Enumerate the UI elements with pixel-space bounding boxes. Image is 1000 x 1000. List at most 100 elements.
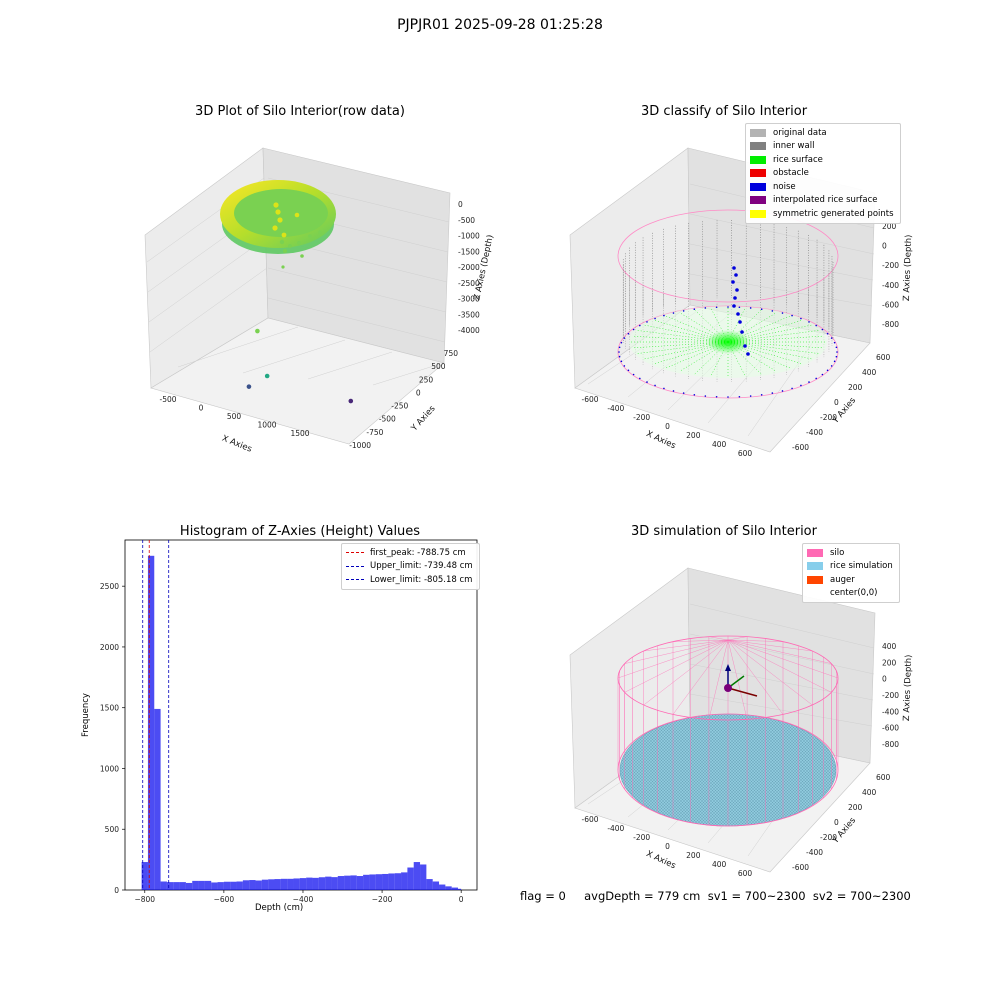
tick-label: -2000 (458, 263, 480, 272)
tick-label: -600 (792, 443, 809, 452)
silo-roof-line (672, 639, 729, 715)
noise-point (693, 308, 696, 311)
legend-item: original data (750, 126, 894, 140)
noise-point (808, 321, 810, 323)
outlier-point (255, 328, 260, 334)
noise-point (704, 395, 707, 397)
noise-point (627, 332, 630, 335)
legend-item: auger (807, 573, 893, 587)
panel2-legend: original data inner wall rice surface ob… (745, 123, 901, 224)
noise-point (627, 369, 630, 372)
hist-bar (223, 881, 231, 890)
hist-bar (318, 877, 326, 890)
tick-label: -400 (806, 428, 823, 437)
noise-point (663, 314, 665, 317)
tick-label: 600 (738, 869, 753, 878)
tick-label: -200 (820, 413, 837, 422)
legend-swatch (750, 142, 766, 151)
legend-item: Upper_limit: -739.48 cm (346, 560, 473, 574)
tick-label: 0 (459, 895, 464, 904)
noise-point (623, 365, 626, 367)
hist-bar (147, 555, 155, 890)
noise-point (682, 310, 685, 312)
noise-point (663, 387, 665, 390)
noise-point (693, 393, 696, 396)
hist-bar (331, 877, 338, 890)
silo-roof-line (643, 639, 729, 652)
silo-roof-line (727, 639, 839, 679)
hist-y-ticks: 0 500 1000 1500 2000 2500 (100, 582, 125, 895)
tick-label: 0 (665, 842, 670, 851)
status-footer: flag = 0 avgDepth = 779 cm sv1 = 700~230… (520, 889, 911, 903)
legend-item: inner wall (750, 140, 894, 154)
noise-point (800, 384, 802, 387)
noise-point (826, 369, 829, 372)
noise-point (771, 310, 774, 312)
noise-point (746, 352, 750, 356)
noise-point (808, 381, 810, 383)
tick-label: 600 (876, 773, 891, 782)
hist-bar (204, 880, 212, 890)
hist-bar (432, 881, 440, 890)
outlier-point (348, 398, 354, 404)
noise-point (672, 312, 675, 314)
hist-bar (363, 874, 370, 890)
tick-label: 250 (419, 375, 434, 384)
panel1-outliers (246, 328, 354, 404)
hist-bar (350, 875, 357, 890)
x-axis-label: X Axies (220, 434, 253, 455)
hist-bar (242, 880, 250, 890)
hist-bar (369, 874, 376, 890)
noise-point (781, 312, 784, 314)
rice-surface-ray (643, 341, 729, 360)
legend-swatch (750, 209, 766, 218)
tick-label: 0 (416, 388, 421, 397)
tick-label: -600 (882, 300, 899, 309)
noise-point (639, 324, 641, 327)
hist-bar (420, 864, 427, 890)
noise-point (830, 365, 833, 367)
panel2-title: 3D classify of Silo Interior (640, 104, 808, 119)
hist-bar (198, 880, 205, 890)
tick-label: 0 (199, 404, 204, 413)
legend-line (346, 552, 364, 554)
panel4-title: 3D simulation of Silo Interior (631, 524, 817, 539)
hist-bar (261, 879, 269, 890)
silo-roof-line (708, 639, 729, 720)
noise-point (632, 373, 635, 376)
z-axis-label: Z Axies (Depth) (902, 234, 914, 301)
noise-point (738, 306, 741, 309)
legend-item: silo (807, 546, 893, 560)
noise-point (833, 341, 836, 344)
silo-roof-line (727, 639, 832, 693)
hist-bar (211, 882, 218, 890)
hist-bar (179, 882, 186, 890)
noise-point (743, 344, 747, 348)
legend-swatch (807, 575, 823, 584)
tick-label: -600 (792, 863, 809, 872)
noise-point (836, 351, 838, 353)
hist-bar (458, 888, 462, 890)
tick-label: 400 (862, 368, 877, 377)
noise-point (632, 328, 635, 331)
tick-label: 1500 (100, 704, 119, 713)
hist-bar (337, 876, 345, 890)
tick-label: -3000 (458, 295, 480, 304)
noise-point (733, 296, 737, 300)
outlier-point (264, 373, 270, 379)
silo-roof-line (727, 636, 748, 641)
noise-point (672, 390, 675, 392)
legend-item: symmetric generated points (750, 207, 894, 221)
noise-point (821, 373, 824, 376)
tick-label: 200 (848, 383, 863, 392)
silo-roof-line (672, 639, 729, 642)
tick-label: -400 (882, 707, 899, 716)
hist-ylabel: Frequency (80, 693, 91, 737)
legend-swatch (807, 562, 823, 571)
tick-label: 400 (862, 788, 877, 797)
tick-label: -500 (159, 395, 176, 404)
hist-bar (312, 877, 319, 890)
rice-surface-ray (665, 341, 729, 369)
silo-roof-line (727, 639, 784, 642)
